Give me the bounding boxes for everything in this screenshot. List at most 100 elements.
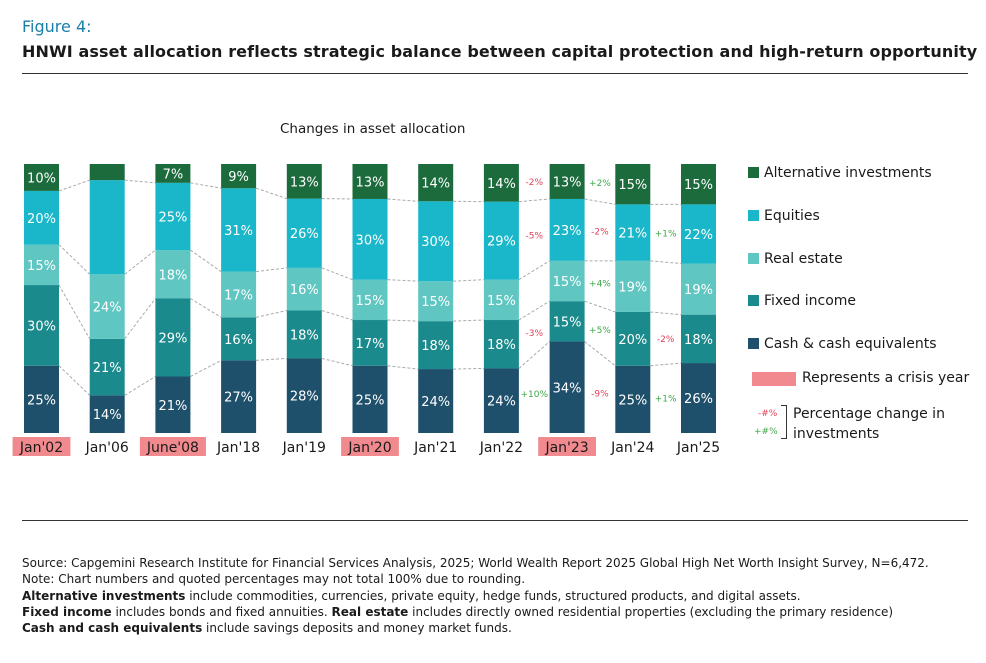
value-label-cash-cash-equivalents: 25% [27, 393, 56, 408]
bottom-divider [22, 520, 968, 521]
value-label-alternative-investments: 9% [228, 170, 249, 185]
bar-segment-alternative-investments [681, 164, 716, 205]
value-label-fixed-income: 16% [224, 333, 253, 348]
legend-item-cash: Cash & cash equivalents [748, 336, 937, 352]
term: Real estate [331, 604, 409, 619]
value-label-equities: 21% [618, 227, 647, 242]
bar-segment-real-estate [615, 260, 651, 312]
value-label-real-estate: 17% [224, 288, 253, 303]
bar-segment-cash-cash-equivalents [286, 358, 322, 433]
bar-segment-equities [681, 204, 716, 264]
bar-segment-real-estate [24, 244, 59, 286]
x-tick-label: Jan'18 [216, 440, 260, 456]
value-label-fixed-income: 18% [290, 328, 319, 343]
bar-segment-alternative-investments [155, 164, 191, 183]
value-label-fixed-income: 29% [158, 332, 187, 347]
footnotes: Source: Capgemini Research Institute for… [22, 555, 972, 636]
connector-line [58, 179, 90, 192]
bar-segment-real-estate [418, 281, 454, 322]
pct-change-legend-line-2: investments [793, 426, 880, 442]
value-label-cash-cash-equivalents: 24% [487, 395, 516, 410]
bar-segment-fixed-income [24, 285, 59, 366]
value-label-cash-cash-equivalents: 21% [158, 399, 187, 414]
bar-segment-fixed-income [155, 298, 191, 377]
value-label-equities: 23% [553, 224, 582, 239]
legend-label: Real estate [764, 251, 843, 267]
legend-label: Alternative investments [764, 165, 932, 181]
connector-line [650, 311, 682, 316]
value-label-fixed-income: 15% [553, 315, 582, 330]
connector-line [584, 300, 616, 313]
value-label-real-estate: 15% [27, 259, 56, 274]
value-label-alternative-investments: 7% [163, 167, 184, 182]
x-tick-label: June'08 [146, 440, 199, 456]
bar-segment-alternative-investments [89, 164, 125, 181]
x-tick-label: Jan'23 [544, 440, 588, 456]
connector-line [255, 309, 287, 318]
value-label-cash-cash-equivalents: 24% [421, 395, 450, 410]
value-label-equities: 29% [487, 235, 516, 250]
connector-line [518, 260, 550, 281]
footnote-fixed-income-real-estate: Fixed income includes bonds and fixed an… [22, 604, 972, 620]
pct-change-positive-sample: +#% [754, 427, 778, 437]
pct-change-legend-line-1: Percentage change in [793, 406, 945, 422]
value-label-alternative-investments: 14% [487, 177, 516, 192]
value-label-real-estate: 18% [158, 268, 187, 283]
bar-segment-fixed-income [549, 301, 585, 342]
value-label-cash-cash-equivalents: 25% [618, 393, 647, 408]
connector-line [518, 341, 550, 369]
pct-change-brace [781, 405, 787, 439]
pct-change-label: -9% [591, 389, 609, 399]
bar-segment-cash-cash-equivalents [681, 363, 716, 433]
connector-line [453, 279, 484, 282]
connector-line [584, 341, 616, 367]
connector-line [124, 179, 156, 184]
bar-segment-equities [221, 188, 257, 272]
bar-segment-equities [352, 198, 388, 280]
x-tick-label: Jan'22 [479, 440, 523, 456]
value-label-cash-cash-equivalents: 27% [224, 391, 253, 406]
connector-line [650, 362, 682, 367]
bar-segment-real-estate [221, 271, 257, 318]
pct-change-label: -5% [525, 231, 543, 241]
connector-line [387, 198, 419, 202]
value-label-fixed-income: 21% [93, 361, 122, 376]
chart-title: Changes in asset allocation [280, 121, 466, 137]
bar-segment-real-estate [352, 279, 388, 321]
bar-segment-fixed-income [615, 311, 651, 366]
connector-line [387, 279, 419, 282]
bar-segment-alternative-investments [221, 164, 257, 189]
legend-item-alternative-investments: Alternative investments [748, 165, 932, 181]
pct-change-label: +2% [589, 179, 611, 189]
bar-segment-alternative-investments [418, 164, 454, 202]
figure-label: Figure 4: [22, 17, 92, 36]
value-label-cash-cash-equivalents: 34% [553, 381, 582, 396]
connector-line [584, 198, 616, 205]
value-label-fixed-income: 18% [684, 333, 713, 348]
footnote-cash: Cash and cash equivalents include saving… [22, 620, 972, 636]
crisis-year-legend-label: Represents a crisis year [802, 370, 970, 386]
bar-segment-fixed-income [89, 338, 125, 396]
crisis-year-highlight [139, 437, 206, 456]
connector-line [321, 357, 353, 367]
legend-label: Cash & cash equivalents [764, 336, 937, 352]
connector-line [518, 300, 550, 321]
crisis-year-highlight [538, 437, 596, 456]
bar-segment-cash-cash-equivalents [221, 360, 257, 433]
bar-segment-alternative-investments [615, 164, 651, 205]
x-tick-label: Jan'20 [347, 440, 391, 456]
value-label-equities: 30% [356, 233, 385, 248]
value-label-alternative-investments: 13% [290, 175, 319, 190]
value-label-real-estate: 16% [290, 283, 319, 298]
value-label-equities: 22% [684, 228, 713, 243]
connector-line [453, 319, 484, 322]
bar-segment-real-estate [89, 274, 125, 339]
connector-line [321, 310, 353, 321]
top-divider [22, 73, 968, 74]
value-label-alternative-investments: 14% [421, 177, 450, 192]
crisis-year-highlight [341, 437, 399, 456]
pct-change-label: +4% [589, 280, 611, 290]
bar-segment-equities [483, 201, 519, 280]
pct-change-label: +1% [655, 395, 677, 405]
value-label-alternative-investments: 13% [553, 175, 582, 190]
